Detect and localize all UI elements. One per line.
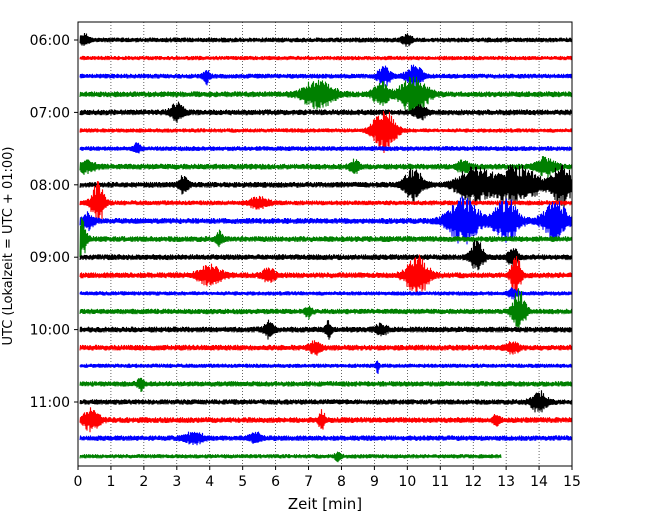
trace-0930: [79, 287, 573, 300]
trace-1000: [79, 319, 573, 340]
trace-0630: [79, 64, 573, 89]
trace-0745: [79, 156, 573, 178]
plot-frame: [77, 21, 573, 467]
x-tick-label: 6: [271, 474, 280, 490]
seismic-traces: [79, 32, 573, 463]
y-axis-ticks: 06:00 07:00 08:00 09:00 10:00 11:00: [30, 33, 78, 411]
trace-1015: [79, 340, 573, 356]
trace-1145: [79, 451, 502, 463]
x-tick-label: 2: [139, 474, 148, 490]
x-tick-label: 3: [172, 474, 181, 490]
trace-0815: [79, 181, 573, 224]
trace-0915: [79, 254, 573, 299]
trace-1130: [79, 431, 573, 446]
x-tick-label: 8: [337, 474, 346, 490]
x-tick-label: 4: [205, 474, 214, 490]
trace-1030: [79, 360, 573, 375]
y-tick-label: 10:00: [30, 323, 70, 339]
trace-1115: [79, 407, 573, 433]
y-tick-label: 07:00: [30, 105, 70, 121]
y-tick-label: 06:00: [30, 33, 70, 49]
x-tick-label: 10: [398, 474, 416, 490]
x-axis-label: Zeit [min]: [288, 495, 362, 513]
trace-0615: [79, 55, 573, 62]
trace-0600: [79, 32, 573, 47]
trace-0715: [79, 110, 573, 154]
y-axis-label: UTC (Lokalzeit = UTC + 01:00): [1, 147, 16, 346]
y-tick-label: 11:00: [30, 395, 70, 411]
trace-0800: [79, 164, 573, 208]
x-tick-label: 14: [530, 474, 548, 490]
y-tick-label: 09:00: [30, 250, 70, 266]
trace-0900: [79, 240, 573, 271]
trace-0845: [79, 217, 573, 258]
trace-0730: [79, 142, 573, 154]
trace-1045: [79, 377, 573, 393]
trace-0645: [79, 76, 573, 114]
trace-0700: [79, 101, 573, 123]
trace-0830: [79, 196, 573, 245]
x-tick-label: 1: [106, 474, 115, 490]
trace-1100: [79, 390, 573, 413]
x-tick-label: 9: [370, 474, 379, 490]
x-tick-label: 11: [431, 474, 449, 490]
x-tick-label: 5: [238, 474, 247, 490]
grid-lines: [110, 22, 540, 466]
x-tick-label: 12: [464, 474, 482, 490]
x-tick-label: 7: [304, 474, 313, 490]
x-tick-label: 13: [497, 474, 515, 490]
x-tick-label: 0: [74, 474, 83, 490]
x-tick-label: 15: [563, 474, 581, 490]
x-axis-ticks: 0 1 2 3 4 5 6 7 8 9 10 11 12 13 14 15: [74, 466, 581, 490]
y-tick-label: 08:00: [30, 178, 70, 194]
trace-0945: [79, 288, 573, 330]
